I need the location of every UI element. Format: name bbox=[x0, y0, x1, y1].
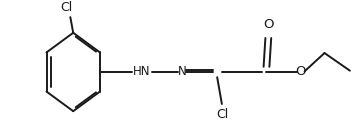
Text: Cl: Cl bbox=[60, 1, 72, 14]
Text: O: O bbox=[295, 66, 305, 79]
Text: O: O bbox=[263, 18, 274, 31]
Text: HN: HN bbox=[133, 66, 151, 79]
Text: Cl: Cl bbox=[216, 108, 228, 121]
Text: N: N bbox=[178, 66, 186, 79]
